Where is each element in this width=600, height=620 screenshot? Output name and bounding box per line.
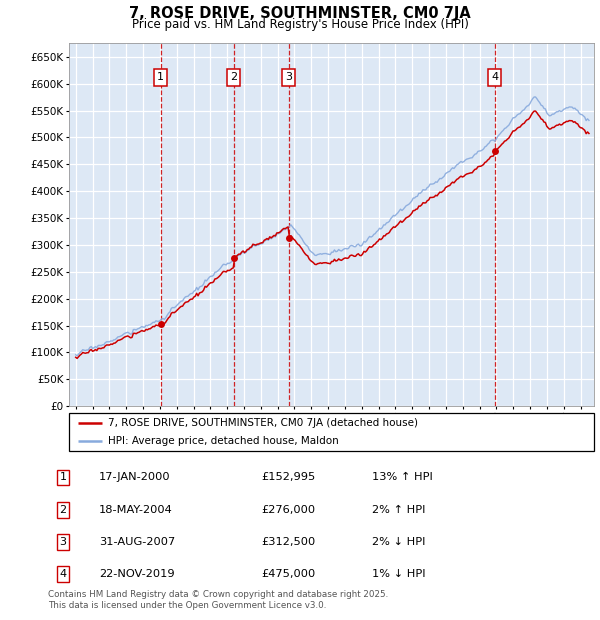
Text: This data is licensed under the Open Government Licence v3.0.: This data is licensed under the Open Gov…: [48, 601, 326, 610]
Text: 17-JAN-2000: 17-JAN-2000: [99, 472, 170, 482]
Text: 4: 4: [491, 73, 498, 82]
Text: 1: 1: [59, 472, 67, 482]
Text: £276,000: £276,000: [261, 505, 315, 515]
Text: £312,500: £312,500: [261, 537, 315, 547]
Text: Contains HM Land Registry data © Crown copyright and database right 2025.: Contains HM Land Registry data © Crown c…: [48, 590, 388, 599]
Text: 22-NOV-2019: 22-NOV-2019: [99, 569, 175, 579]
Text: £152,995: £152,995: [261, 472, 315, 482]
Text: £475,000: £475,000: [261, 569, 315, 579]
Text: 18-MAY-2004: 18-MAY-2004: [99, 505, 173, 515]
FancyBboxPatch shape: [69, 413, 594, 451]
Text: 7, ROSE DRIVE, SOUTHMINSTER, CM0 7JA: 7, ROSE DRIVE, SOUTHMINSTER, CM0 7JA: [129, 6, 471, 21]
Text: 2: 2: [59, 505, 67, 515]
Text: 3: 3: [59, 537, 67, 547]
Text: 2% ↑ HPI: 2% ↑ HPI: [372, 505, 425, 515]
Text: 31-AUG-2007: 31-AUG-2007: [99, 537, 175, 547]
Text: 2% ↓ HPI: 2% ↓ HPI: [372, 537, 425, 547]
Text: 1: 1: [157, 73, 164, 82]
Text: 4: 4: [59, 569, 67, 579]
Text: Price paid vs. HM Land Registry's House Price Index (HPI): Price paid vs. HM Land Registry's House …: [131, 18, 469, 31]
Text: HPI: Average price, detached house, Maldon: HPI: Average price, detached house, Mald…: [109, 436, 339, 446]
Text: 7, ROSE DRIVE, SOUTHMINSTER, CM0 7JA (detached house): 7, ROSE DRIVE, SOUTHMINSTER, CM0 7JA (de…: [109, 418, 418, 428]
Text: 3: 3: [285, 73, 292, 82]
Text: 1% ↓ HPI: 1% ↓ HPI: [372, 569, 425, 579]
Text: 13% ↑ HPI: 13% ↑ HPI: [372, 472, 433, 482]
Text: 2: 2: [230, 73, 237, 82]
